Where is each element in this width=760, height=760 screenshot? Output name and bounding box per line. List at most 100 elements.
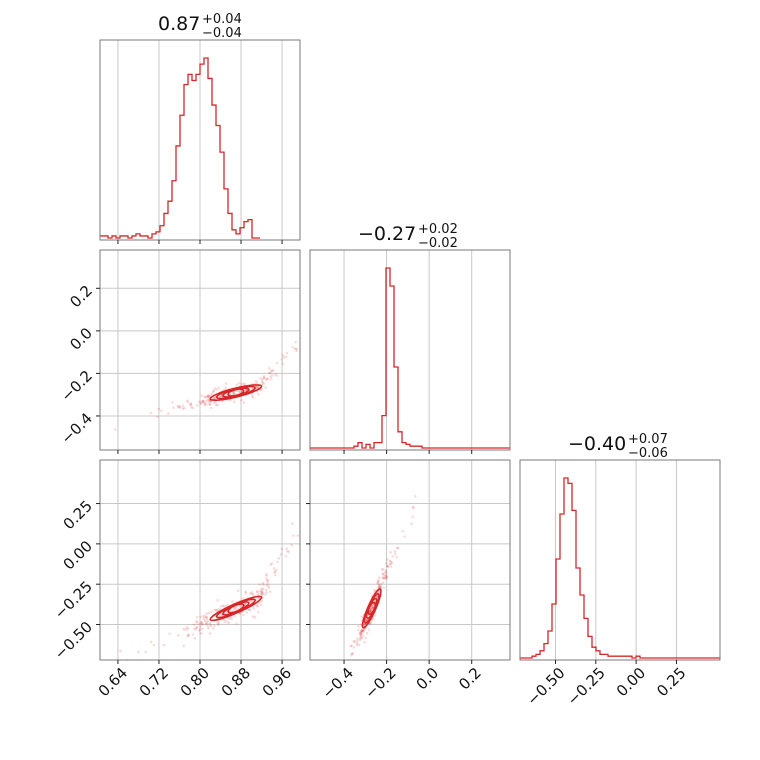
panel-2-2	[519, 459, 721, 664]
scatter-point	[355, 641, 359, 645]
scatter-point	[403, 535, 406, 538]
scatter-point	[361, 634, 365, 637]
scatter-point	[275, 361, 279, 365]
scatter-point	[300, 513, 303, 516]
scatter-point	[373, 614, 377, 617]
scatter-point	[207, 394, 210, 398]
scatter-point	[269, 375, 272, 379]
scatter-point	[205, 615, 208, 619]
scatter-point	[265, 573, 268, 576]
scatter-point	[251, 592, 254, 595]
scatter-point	[369, 609, 372, 612]
scatter-point	[259, 590, 263, 594]
scatter-point	[197, 629, 201, 632]
scatter-point	[381, 572, 385, 576]
scatter-point	[212, 401, 216, 404]
scatter-point	[205, 617, 209, 620]
scatter-point	[207, 394, 211, 398]
x-tick-label: −0.25	[564, 664, 609, 709]
scatter-point	[369, 621, 373, 625]
scatter-point	[384, 561, 388, 565]
scatter-point	[285, 351, 289, 355]
scatter-point	[385, 564, 389, 568]
scatter-point	[274, 373, 277, 376]
scatter-point	[205, 403, 208, 406]
scatter-point	[201, 399, 205, 403]
scatter-point	[381, 576, 385, 579]
scatter-point	[359, 634, 363, 638]
scatter-point	[378, 586, 381, 589]
scatter-point	[244, 602, 247, 606]
scatter-point	[242, 613, 245, 617]
scatter-point	[248, 599, 252, 603]
scatter-point	[267, 371, 271, 375]
scatter-point	[350, 652, 354, 656]
scatter-point	[252, 607, 256, 610]
scatter-point	[244, 388, 248, 392]
scatter-point	[199, 631, 203, 635]
scatter-point	[282, 356, 286, 359]
scatter-point	[316, 734, 319, 737]
scatter-point	[195, 621, 199, 624]
svg-text:−0.06: −0.06	[628, 446, 668, 461]
scatter-point	[189, 402, 193, 405]
scatter-point	[264, 574, 268, 577]
scatter-point	[260, 593, 263, 597]
scatter-point	[208, 622, 211, 625]
scatter-point	[355, 643, 359, 646]
scatter-point	[162, 643, 166, 647]
scatter-point	[209, 622, 212, 626]
histogram-line	[520, 477, 720, 659]
y-tick-label: −0.2	[58, 367, 96, 405]
scatter-point	[273, 573, 277, 577]
scatter-point	[200, 394, 204, 397]
scatter-point	[264, 588, 268, 592]
x-tick-label: −0.50	[523, 664, 568, 709]
scatter-point	[259, 603, 263, 607]
scatter-point	[262, 382, 265, 386]
scatter-point	[311, 325, 314, 328]
scatter-point	[261, 581, 265, 585]
scatter-point	[262, 583, 265, 587]
scatter-point	[287, 550, 290, 554]
scatter-point	[216, 403, 219, 407]
scatter-point	[232, 392, 236, 396]
scatter-point	[84, 680, 87, 683]
scatter-point	[210, 392, 214, 395]
scatter-point	[191, 633, 195, 636]
scatter-point	[295, 349, 298, 353]
scatter-point	[216, 621, 219, 625]
scatter-point	[267, 367, 271, 370]
scatter-point	[264, 386, 267, 390]
scatter-point	[192, 623, 196, 626]
scatter-point	[286, 549, 289, 553]
scatter-point	[260, 592, 263, 596]
scatter-point	[389, 551, 392, 554]
scatter-point	[389, 565, 393, 568]
scatter-point	[340, 285, 343, 288]
scatter-point	[266, 579, 270, 582]
scatter-point	[205, 399, 208, 403]
scatter-point	[383, 571, 387, 574]
scatter-point	[363, 623, 367, 626]
scatter-point	[209, 393, 213, 397]
scatter-point	[349, 644, 353, 648]
scatter-point	[256, 605, 260, 608]
scatter-point	[254, 379, 258, 383]
x-tick-label: 0.96	[259, 664, 295, 700]
scatter-point	[203, 395, 206, 398]
scatter-point	[295, 347, 298, 351]
scatter-point	[218, 395, 222, 399]
scatter-point	[355, 639, 359, 643]
scatter-point	[214, 403, 218, 407]
scatter-point	[281, 354, 285, 357]
scatter-point	[328, 462, 331, 465]
scatter-point	[276, 560, 279, 564]
scatter-point	[213, 608, 217, 612]
scatter-point	[243, 383, 247, 386]
scatter-point	[200, 621, 204, 624]
scatter-point	[359, 636, 363, 639]
scatter-point	[260, 380, 264, 384]
y-tick-label: 0.0	[66, 324, 96, 354]
scatter-point	[262, 381, 265, 384]
